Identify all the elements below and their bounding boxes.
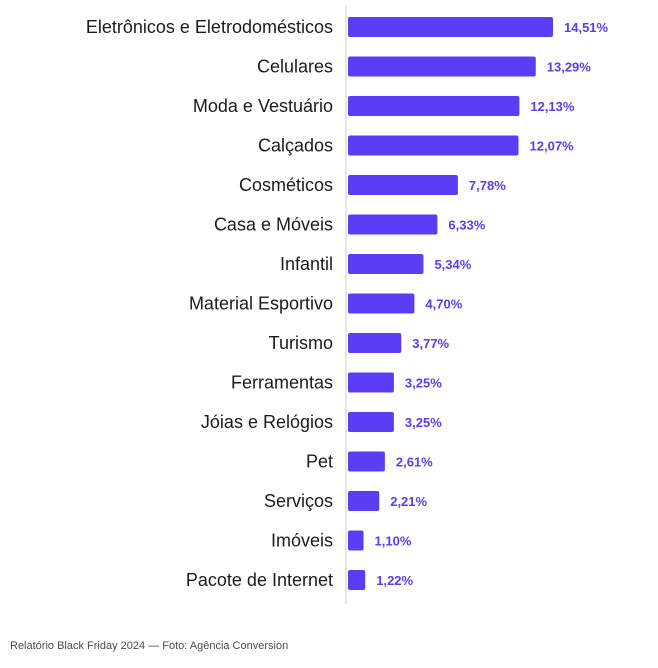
bar <box>348 530 364 551</box>
category-label: Imóveis <box>271 531 333 551</box>
value-label: 7,78% <box>469 178 506 193</box>
bar <box>348 96 520 116</box>
bar <box>348 412 394 432</box>
bar <box>348 491 380 511</box>
value-label: 3,77% <box>412 336 449 351</box>
bar <box>348 214 438 235</box>
bar <box>348 451 385 472</box>
value-label: 2,21% <box>390 494 427 509</box>
value-label: 4,70% <box>425 297 462 312</box>
category-label: Moda e Vestuário <box>193 96 333 116</box>
bar <box>348 333 402 353</box>
category-label: Pet <box>306 452 333 472</box>
category-label: Jóias e Relógios <box>201 412 333 432</box>
value-label: 1,22% <box>376 573 413 588</box>
bar <box>348 175 458 195</box>
bar <box>348 570 366 590</box>
bar <box>348 254 424 274</box>
value-label: 3,25% <box>405 415 442 430</box>
value-label: 2,61% <box>396 455 433 470</box>
category-label: Casa e Móveis <box>214 215 333 235</box>
category-label: Celulares <box>257 57 333 77</box>
value-label: 14,51% <box>564 20 609 35</box>
value-label: 12,13% <box>530 99 575 114</box>
value-label: 1,10% <box>375 534 412 549</box>
bar <box>348 293 415 314</box>
bar <box>348 17 553 37</box>
category-label: Turismo <box>269 333 333 353</box>
bar-chart: Eletrônicos e Eletrodomésticos 14,51% Celu… <box>86 6 609 604</box>
bar <box>348 135 519 156</box>
value-label: 12,07% <box>530 139 575 154</box>
category-label: Calçados <box>258 136 333 156</box>
value-label: 5,34% <box>434 257 471 272</box>
category-label: Cosméticos <box>239 175 333 195</box>
bar <box>348 372 394 393</box>
figure-caption: Relatório Black Friday 2024 — Foto: Agên… <box>10 640 289 652</box>
value-label: 6,33% <box>448 218 485 233</box>
value-label: 3,25% <box>405 376 442 391</box>
category-label: Pacote de Internet <box>186 570 333 590</box>
category-label: Eletrônicos e Eletrodomésticos <box>86 17 333 37</box>
category-label: Material Esportivo <box>189 294 333 314</box>
bar <box>348 56 536 77</box>
category-label: Ferramentas <box>231 373 333 393</box>
category-label: Infantil <box>280 254 333 274</box>
category-label: Serviços <box>264 491 333 511</box>
value-label: 13,29% <box>547 60 592 75</box>
